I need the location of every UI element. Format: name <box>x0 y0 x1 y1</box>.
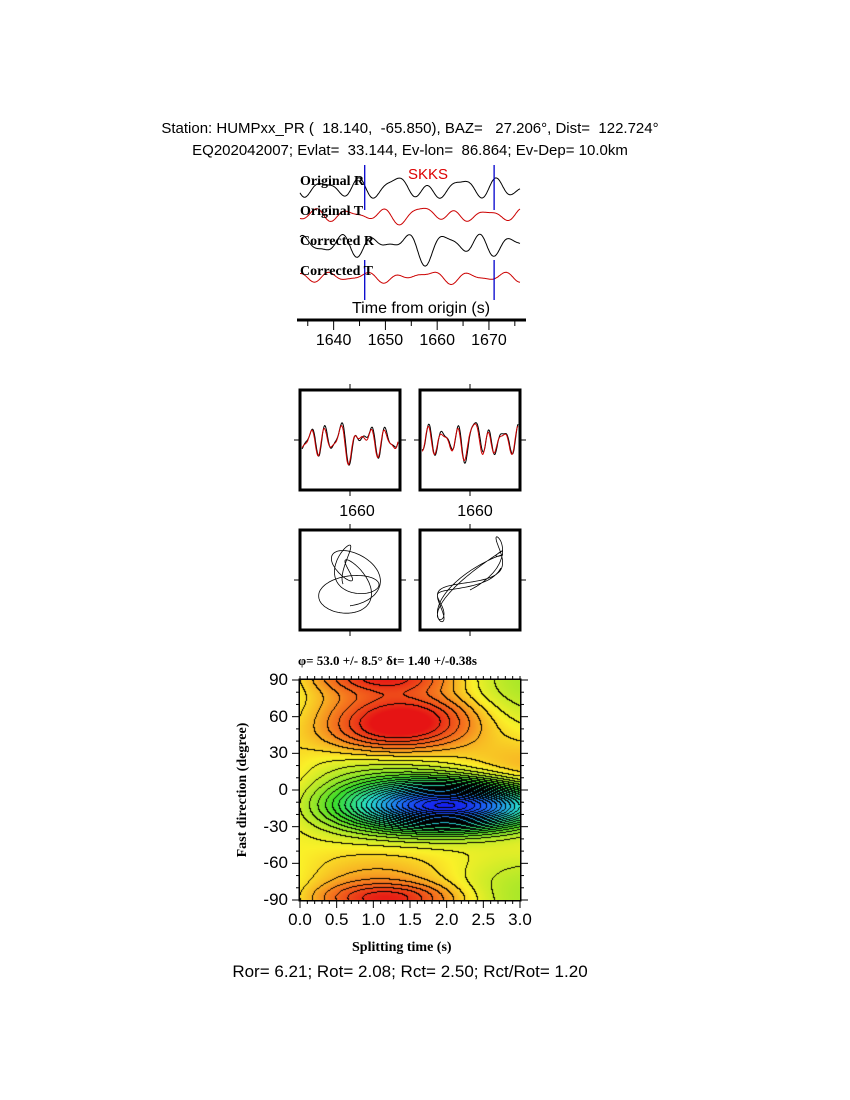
trace-3 <box>300 271 521 286</box>
subpanel-frame-3 <box>418 528 522 632</box>
grid-xtick-label: 2.5 <box>471 910 496 929</box>
subpanel-frame-1 <box>418 388 522 492</box>
compare-trace-red <box>421 423 519 462</box>
event-info: EQ202042007; Evlat= 33.144, Ev-lon= 86.8… <box>192 142 628 159</box>
grid-ytick-label: 0 <box>278 780 288 799</box>
grid-xtick-label: 1.0 <box>361 910 386 929</box>
grid-ytick-label: 60 <box>269 706 288 726</box>
grid-xtick-label: 2.0 <box>434 910 459 929</box>
trace-2 <box>299 233 521 267</box>
particle-motion-2 <box>318 544 381 614</box>
compare-trace-black <box>421 422 519 464</box>
trace-label-corrected-t: Corrected T <box>300 264 373 279</box>
grid-xlabel: Splitting time (s) <box>352 940 452 955</box>
compare-after-xtick: 1660 <box>457 503 493 520</box>
particle-motion-3 <box>437 536 503 623</box>
compare-before-xtick: 1660 <box>339 503 375 520</box>
trace-label-original-r: Original R <box>300 174 365 189</box>
station-info: Station: HUMPxx_PR ( 18.140, -65.850), B… <box>161 120 659 137</box>
grid-xtick-label: 1.5 <box>398 910 422 929</box>
grid-ytick-label: 30 <box>269 743 288 763</box>
time-tick-label: 1640 <box>315 332 352 349</box>
grid-xtick-label: 3.0 <box>508 910 532 929</box>
grid-ytick-label: -90 <box>263 890 288 909</box>
splitting-result-title: φ= 53.0 +/- 8.5° δt= 1.40 +/-0.38s <box>298 653 477 668</box>
phase-label: SKKS <box>408 166 449 183</box>
ratio-summary: Ror= 6.21; Rot= 2.08; Rct= 2.50; Rct/Rot… <box>232 962 588 981</box>
trace-0 <box>299 177 521 199</box>
trace-1 <box>299 207 521 226</box>
grid-ytick-label: 90 <box>269 670 288 689</box>
grid-ylabel: Fast direction (degree) <box>235 722 250 858</box>
grid-ytick-label: -60 <box>263 853 288 873</box>
grid-xtick-label: 0.5 <box>324 910 349 929</box>
trace-label-corrected-r: Corrected R <box>300 234 374 249</box>
time-tick-label: 1650 <box>367 332 404 349</box>
energy-grid-heatmap <box>300 680 520 900</box>
time-axis-label: Time from origin (s) <box>352 300 491 317</box>
trace-label-original-t: Original T <box>300 204 364 219</box>
time-tick-label: 1660 <box>419 332 455 349</box>
grid-ytick-label: -30 <box>263 816 288 836</box>
time-tick-label: 1670 <box>471 332 507 349</box>
compare-trace-red <box>301 424 399 466</box>
grid-xtick-label: 0.0 <box>288 910 312 929</box>
